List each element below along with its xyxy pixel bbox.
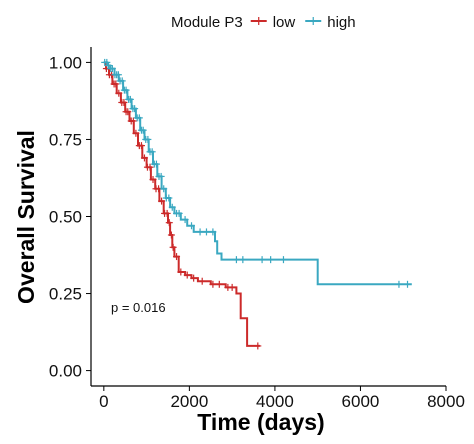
censor-mark-high [202, 228, 210, 236]
censor-mark-high [279, 256, 287, 264]
censor-mark-high [188, 222, 196, 230]
censor-mark-low [228, 283, 236, 291]
censor-mark-low [173, 253, 181, 261]
censor-mark-low [215, 280, 223, 288]
censor-mark-high [144, 135, 152, 143]
censor-mark-high [103, 58, 111, 66]
censor-mark-high [152, 160, 160, 168]
censor-mark-high [126, 95, 134, 103]
x-tick-label: 2000 [170, 392, 208, 411]
x-axis-label: Time (days) [197, 409, 324, 435]
y-tick-label: 0.75 [49, 130, 82, 149]
censor-mark-high [135, 114, 143, 122]
censor-mark-high [232, 256, 240, 264]
censor-mark-low [190, 274, 198, 282]
censor-mark-high [395, 280, 403, 288]
censor-mark-high [196, 228, 204, 236]
censor-mark-low [209, 280, 217, 288]
censor-mark-high [239, 256, 247, 264]
x-tick-label: 6000 [342, 392, 380, 411]
censor-mark-high [118, 77, 126, 85]
censor-mark-high [267, 256, 275, 264]
legend-label-high: high [327, 14, 355, 31]
x-tick-label: 0 [99, 392, 108, 411]
censor-mark-high [160, 185, 168, 193]
legend-title: Module P3 [171, 14, 243, 31]
legend: Module P3 low high [171, 14, 356, 31]
censor-mark-low [177, 268, 185, 276]
censor-mark-low [112, 80, 120, 88]
censor-mark-low [132, 129, 140, 137]
censor-mark-high [209, 228, 217, 236]
legend-label-low: low [273, 14, 296, 31]
y-axis-label: Overall Survival [13, 130, 39, 304]
censor-mark-high [181, 216, 189, 224]
y-tick-label: 0.25 [49, 285, 82, 304]
y-tick-label: 0.00 [49, 362, 82, 381]
censor-mark-low [163, 209, 171, 217]
censor-mark-low [167, 231, 175, 239]
censor-mark-high [122, 86, 130, 94]
censor-mark-high [175, 209, 183, 217]
legend-key-low [250, 17, 267, 25]
censor-mark-low [165, 219, 173, 227]
censor-mark-low [254, 342, 262, 350]
censor-mark-low [158, 197, 166, 205]
censor-mark-high [131, 105, 139, 113]
axes: 0 2000 4000 6000 8000 0.00 0.25 0.50 0.75 1.00 [49, 47, 465, 411]
censor-mark-low [124, 108, 132, 116]
x-tick-label: 4000 [256, 392, 294, 411]
p-value-annotation: p = 0.016 [111, 300, 166, 315]
censor-mark-high [114, 71, 122, 79]
censor-mark-high [157, 172, 165, 180]
censor-mark-low [140, 154, 148, 162]
censor-mark-low [183, 271, 191, 279]
censor-mark-high [258, 256, 266, 264]
censor-mark-low [149, 176, 157, 184]
censor-mark-high [139, 126, 147, 134]
censor-mark-low [129, 117, 137, 125]
censor-mark-low [198, 277, 206, 285]
x-tick-label: 8000 [427, 392, 465, 411]
y-tick-label: 0.50 [49, 208, 82, 227]
censor-mark-low [115, 89, 123, 97]
censor-mark-low [146, 163, 154, 171]
censor-mark-high [165, 194, 173, 202]
legend-key-high [305, 17, 322, 25]
censor-mark-low [120, 98, 128, 106]
censor-mark-high [148, 148, 156, 156]
censor-mark-low [137, 142, 145, 150]
censor-mark-high [168, 203, 176, 211]
censor-mark-low [169, 243, 177, 251]
series-layer [101, 58, 412, 350]
y-tick-label: 1.00 [49, 53, 82, 72]
censor-mark-high [404, 280, 412, 288]
censor-mark-high [108, 65, 116, 73]
